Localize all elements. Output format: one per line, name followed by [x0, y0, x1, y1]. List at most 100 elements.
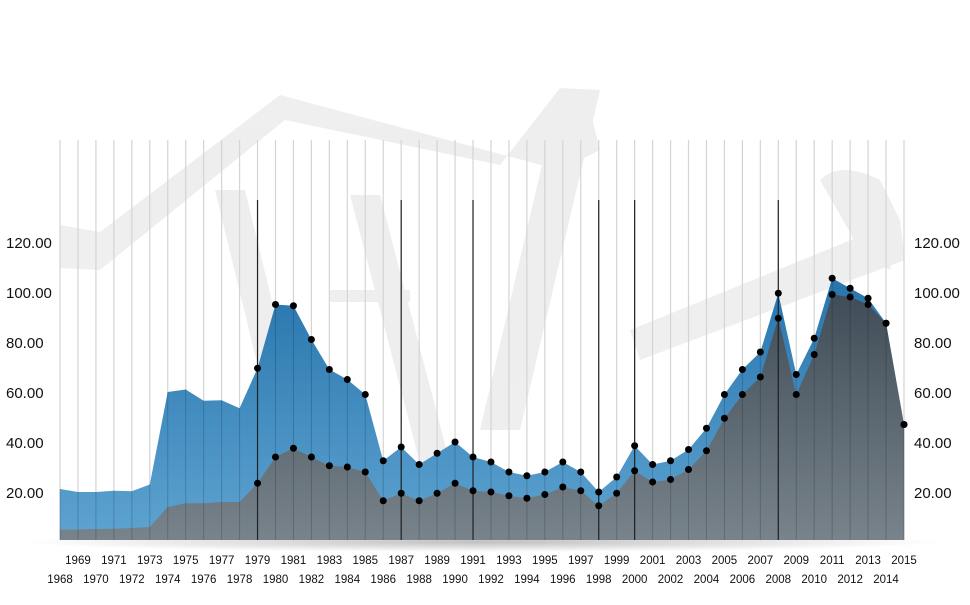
point-1-2013 — [864, 301, 872, 308]
y-tick-left: 120.00 — [6, 235, 52, 252]
x-tick-2008: 2008 — [766, 574, 792, 586]
x-tick-1983: 1983 — [317, 555, 343, 567]
x-tick-1999: 1999 — [604, 555, 630, 567]
x-tick-1987: 1987 — [388, 555, 414, 567]
x-tick-1977: 1977 — [209, 555, 235, 567]
x-tick-1990: 1990 — [442, 574, 468, 586]
point-1-2004 — [702, 447, 710, 455]
y-tick-left: 80.00 — [6, 335, 44, 352]
point-1-1985 — [361, 468, 369, 476]
point-0-1987 — [397, 443, 405, 451]
point-0-2010 — [810, 334, 818, 342]
point-1-2010 — [810, 351, 818, 358]
point-0-2004 — [702, 424, 710, 432]
point-0-1985 — [361, 391, 369, 398]
point-1-2006 — [738, 391, 746, 398]
x-tick-1998: 1998 — [586, 574, 612, 586]
x-tick-2013: 2013 — [855, 555, 881, 567]
point-0-1992 — [487, 458, 495, 466]
point-0-1989 — [433, 449, 441, 457]
x-tick-1969: 1969 — [65, 555, 91, 567]
point-0-1982 — [307, 336, 315, 343]
point-0-1999 — [613, 473, 621, 481]
y-tick-left: 20.00 — [6, 485, 44, 502]
point-1-2015 — [900, 421, 908, 428]
x-tick-2012: 2012 — [837, 574, 863, 586]
y-tick-left: 60.00 — [6, 385, 44, 402]
point-1-1986 — [379, 497, 387, 505]
point-1-2008 — [774, 314, 782, 322]
point-0-2005 — [720, 391, 728, 398]
point-0-2007 — [756, 348, 764, 356]
point-0-1998 — [595, 488, 603, 496]
point-1-1995 — [541, 491, 549, 498]
x-tick-1974: 1974 — [155, 574, 181, 586]
x-tick-1992: 1992 — [478, 574, 504, 586]
point-0-2011 — [828, 274, 836, 282]
point-0-2012 — [846, 284, 854, 292]
y-tick-right: 20.00 — [914, 485, 952, 502]
x-tick-1978: 1978 — [227, 574, 253, 586]
series-area-1 — [60, 294, 904, 540]
point-1-1991 — [469, 487, 477, 495]
x-tick-1988: 1988 — [406, 574, 432, 586]
point-1-2002 — [667, 476, 675, 483]
point-1-1990 — [451, 479, 459, 487]
point-1-2005 — [720, 414, 728, 422]
x-tick-1968: 1968 — [47, 574, 73, 586]
x-tick-1971: 1971 — [101, 555, 127, 567]
x-tick-1970: 1970 — [83, 574, 109, 586]
point-1-1979 — [254, 479, 262, 487]
y-tick-right: 60.00 — [914, 385, 952, 402]
point-1-2011 — [828, 291, 836, 298]
x-tick-2000: 2000 — [622, 574, 648, 586]
point-0-1995 — [541, 468, 549, 476]
point-0-1994 — [523, 472, 531, 480]
x-tick-1980: 1980 — [263, 574, 289, 586]
point-0-2003 — [685, 446, 693, 453]
x-tick-2004: 2004 — [694, 574, 720, 586]
point-0-1997 — [577, 468, 585, 476]
point-1-1980 — [271, 453, 279, 461]
point-1-1988 — [415, 497, 423, 505]
point-1-1983 — [325, 462, 333, 470]
point-0-1991 — [469, 453, 477, 461]
x-tick-1994: 1994 — [514, 574, 540, 586]
point-0-1981 — [289, 302, 297, 310]
y-tick-right: 100.00 — [914, 285, 960, 302]
point-0-2013 — [864, 294, 872, 302]
point-1-2012 — [846, 293, 854, 301]
x-tick-1979: 1979 — [245, 555, 271, 567]
point-0-2001 — [649, 461, 657, 468]
point-1-1981 — [289, 444, 297, 452]
x-tick-1984: 1984 — [335, 574, 361, 586]
point-1-2001 — [649, 478, 657, 486]
point-1-1984 — [343, 463, 351, 471]
point-1-2003 — [685, 466, 693, 473]
point-1-1994 — [523, 494, 531, 502]
point-0-1983 — [325, 366, 333, 373]
x-tick-1989: 1989 — [424, 555, 450, 567]
point-0-1996 — [559, 458, 567, 466]
x-tick-2011: 2011 — [820, 555, 845, 567]
x-tick-1997: 1997 — [568, 555, 594, 567]
x-tick-2003: 2003 — [676, 555, 702, 567]
point-0-2009 — [792, 371, 800, 378]
point-1-1996 — [559, 483, 567, 491]
point-1-2014 — [882, 319, 890, 327]
x-tick-1976: 1976 — [191, 574, 217, 586]
x-tick-2007: 2007 — [748, 555, 774, 567]
y-tick-right: 80.00 — [914, 335, 952, 352]
point-0-2008 — [774, 289, 782, 297]
y-tick-right: 120.00 — [914, 235, 960, 252]
point-0-1986 — [379, 457, 387, 465]
point-1-2000 — [631, 467, 639, 475]
x-tick-1972: 1972 — [119, 574, 145, 586]
x-tick-1986: 1986 — [370, 574, 396, 586]
x-tick-1996: 1996 — [550, 574, 576, 586]
point-1-1993 — [505, 492, 513, 500]
x-tick-1993: 1993 — [496, 555, 522, 567]
x-tick-2006: 2006 — [730, 574, 756, 586]
x-tick-2001: 2001 — [640, 555, 666, 567]
